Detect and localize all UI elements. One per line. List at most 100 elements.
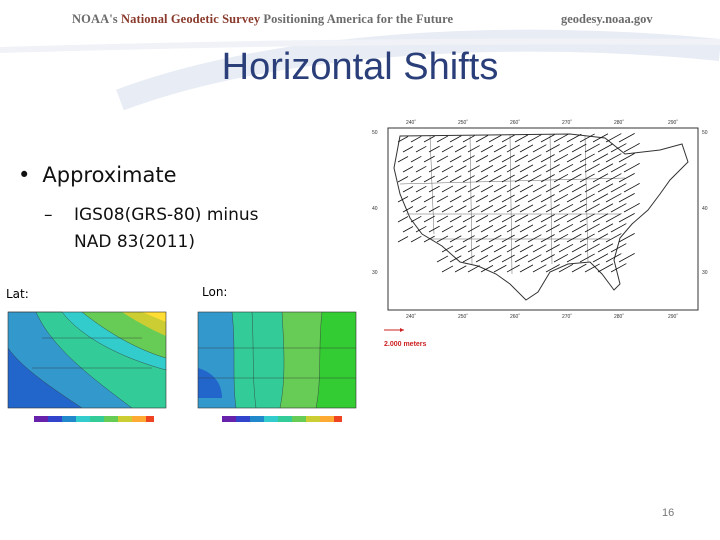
shift-vector [436, 155, 449, 163]
header-banner: NOAA's National Geodetic Survey Position… [0, 0, 720, 111]
shift-vector [519, 164, 534, 173]
shift-vector [605, 213, 622, 223]
shift-vector [623, 203, 640, 213]
shift-vector [618, 173, 635, 183]
shift-vector [501, 234, 515, 243]
shift-vector [506, 264, 520, 273]
shift-vector [532, 224, 547, 233]
shift-vector [545, 164, 560, 173]
shift-vector [454, 185, 467, 193]
shift-vector [480, 165, 494, 173]
shift-vector [558, 163, 574, 173]
shift-vector [488, 174, 502, 183]
shift-vector [397, 196, 409, 203]
shift-vector [423, 135, 435, 143]
lat-label: Lat: [6, 287, 29, 301]
shift-vector [527, 214, 542, 223]
shift-vector [467, 185, 480, 193]
lat-tick: 30 [372, 270, 378, 276]
shift-vector [579, 133, 595, 143]
shift-vector [410, 175, 422, 183]
shift-vector [540, 234, 555, 243]
shift-vector [475, 135, 489, 143]
shift-vector [566, 253, 582, 263]
shift-vector [597, 203, 614, 213]
shift-vector [597, 243, 614, 253]
shift-vector [571, 163, 587, 173]
lon-tick-top: 270˚ [562, 119, 572, 126]
lon-tick-bottom: 290˚ [668, 313, 678, 320]
lon-tick-bottom: 270˚ [562, 313, 572, 320]
shift-vector [532, 184, 547, 193]
sub-bullet-line2: NAD 83(2011) [74, 232, 196, 252]
shift-vector [618, 193, 635, 203]
shift-vector [488, 154, 502, 163]
shift-vector [584, 223, 600, 233]
shift-vector [488, 234, 502, 243]
shift-vector [423, 215, 435, 223]
shift-vector [558, 243, 574, 253]
shift-vector [467, 205, 480, 213]
shift-vector [553, 233, 569, 243]
shift-vector [501, 254, 515, 263]
shift-vector [571, 143, 587, 153]
shift-vector [592, 153, 609, 163]
shift-vector [462, 255, 475, 263]
shift-vector [441, 145, 454, 153]
lon-tick-bottom: 250˚ [458, 313, 468, 320]
shift-vector [579, 173, 595, 183]
shift-vector [410, 155, 422, 163]
shift-vector [532, 264, 547, 273]
shift-vector [423, 155, 435, 163]
shift-vector [553, 193, 569, 203]
shift-vector [597, 223, 614, 233]
shift-vector [592, 233, 609, 243]
dash-icon: – [44, 205, 53, 225]
swoosh-decoration [0, 0, 720, 111]
lon-tick-top: 290˚ [668, 119, 678, 126]
shift-vectors [397, 133, 640, 273]
org-name: National Geodetic Survey [120, 12, 261, 26]
shift-vector [545, 244, 560, 253]
shift-vector [423, 235, 435, 243]
shift-vector [449, 195, 462, 203]
shift-vector [501, 154, 515, 163]
shift-vector [493, 184, 507, 193]
shift-vector [467, 145, 480, 153]
shift-vector [558, 183, 574, 193]
shift-vector [514, 254, 529, 263]
lat-colorbar [34, 416, 154, 422]
shift-vector [475, 155, 489, 163]
shift-vector [493, 244, 507, 253]
shift-vector [462, 215, 475, 223]
shift-vector [532, 164, 547, 173]
shift-vector [397, 156, 409, 163]
shift-vector [441, 245, 454, 253]
shift-vector [397, 236, 409, 243]
shift-vector [410, 135, 422, 143]
shift-vector [519, 144, 534, 153]
shift-vector [436, 215, 449, 223]
shift-vector [397, 136, 409, 143]
vector-map: 240˚ 250˚ 260˚ 270˚ 280˚ 290˚ 240˚ 250˚ … [370, 114, 713, 356]
shift-vector [584, 143, 600, 153]
org-prefix: NOAA's [72, 12, 118, 26]
lon-tick-top: 260˚ [510, 119, 520, 126]
shift-vector [402, 186, 414, 193]
shift-vector [597, 163, 614, 173]
shift-vector [605, 253, 622, 263]
shift-vector [475, 175, 489, 183]
shift-vector [480, 225, 494, 233]
shift-vector [480, 145, 494, 153]
shift-vector [475, 215, 489, 223]
shift-vector [410, 235, 422, 243]
shift-vector [506, 144, 520, 153]
shift-vector [527, 154, 542, 163]
shift-vector [441, 225, 454, 233]
shift-vector [454, 225, 467, 233]
scale-label: 2.000 meters [384, 341, 427, 348]
shift-vector [415, 205, 427, 213]
shift-vector [514, 194, 529, 203]
shift-vector [428, 165, 440, 173]
shift-vector [592, 173, 609, 183]
